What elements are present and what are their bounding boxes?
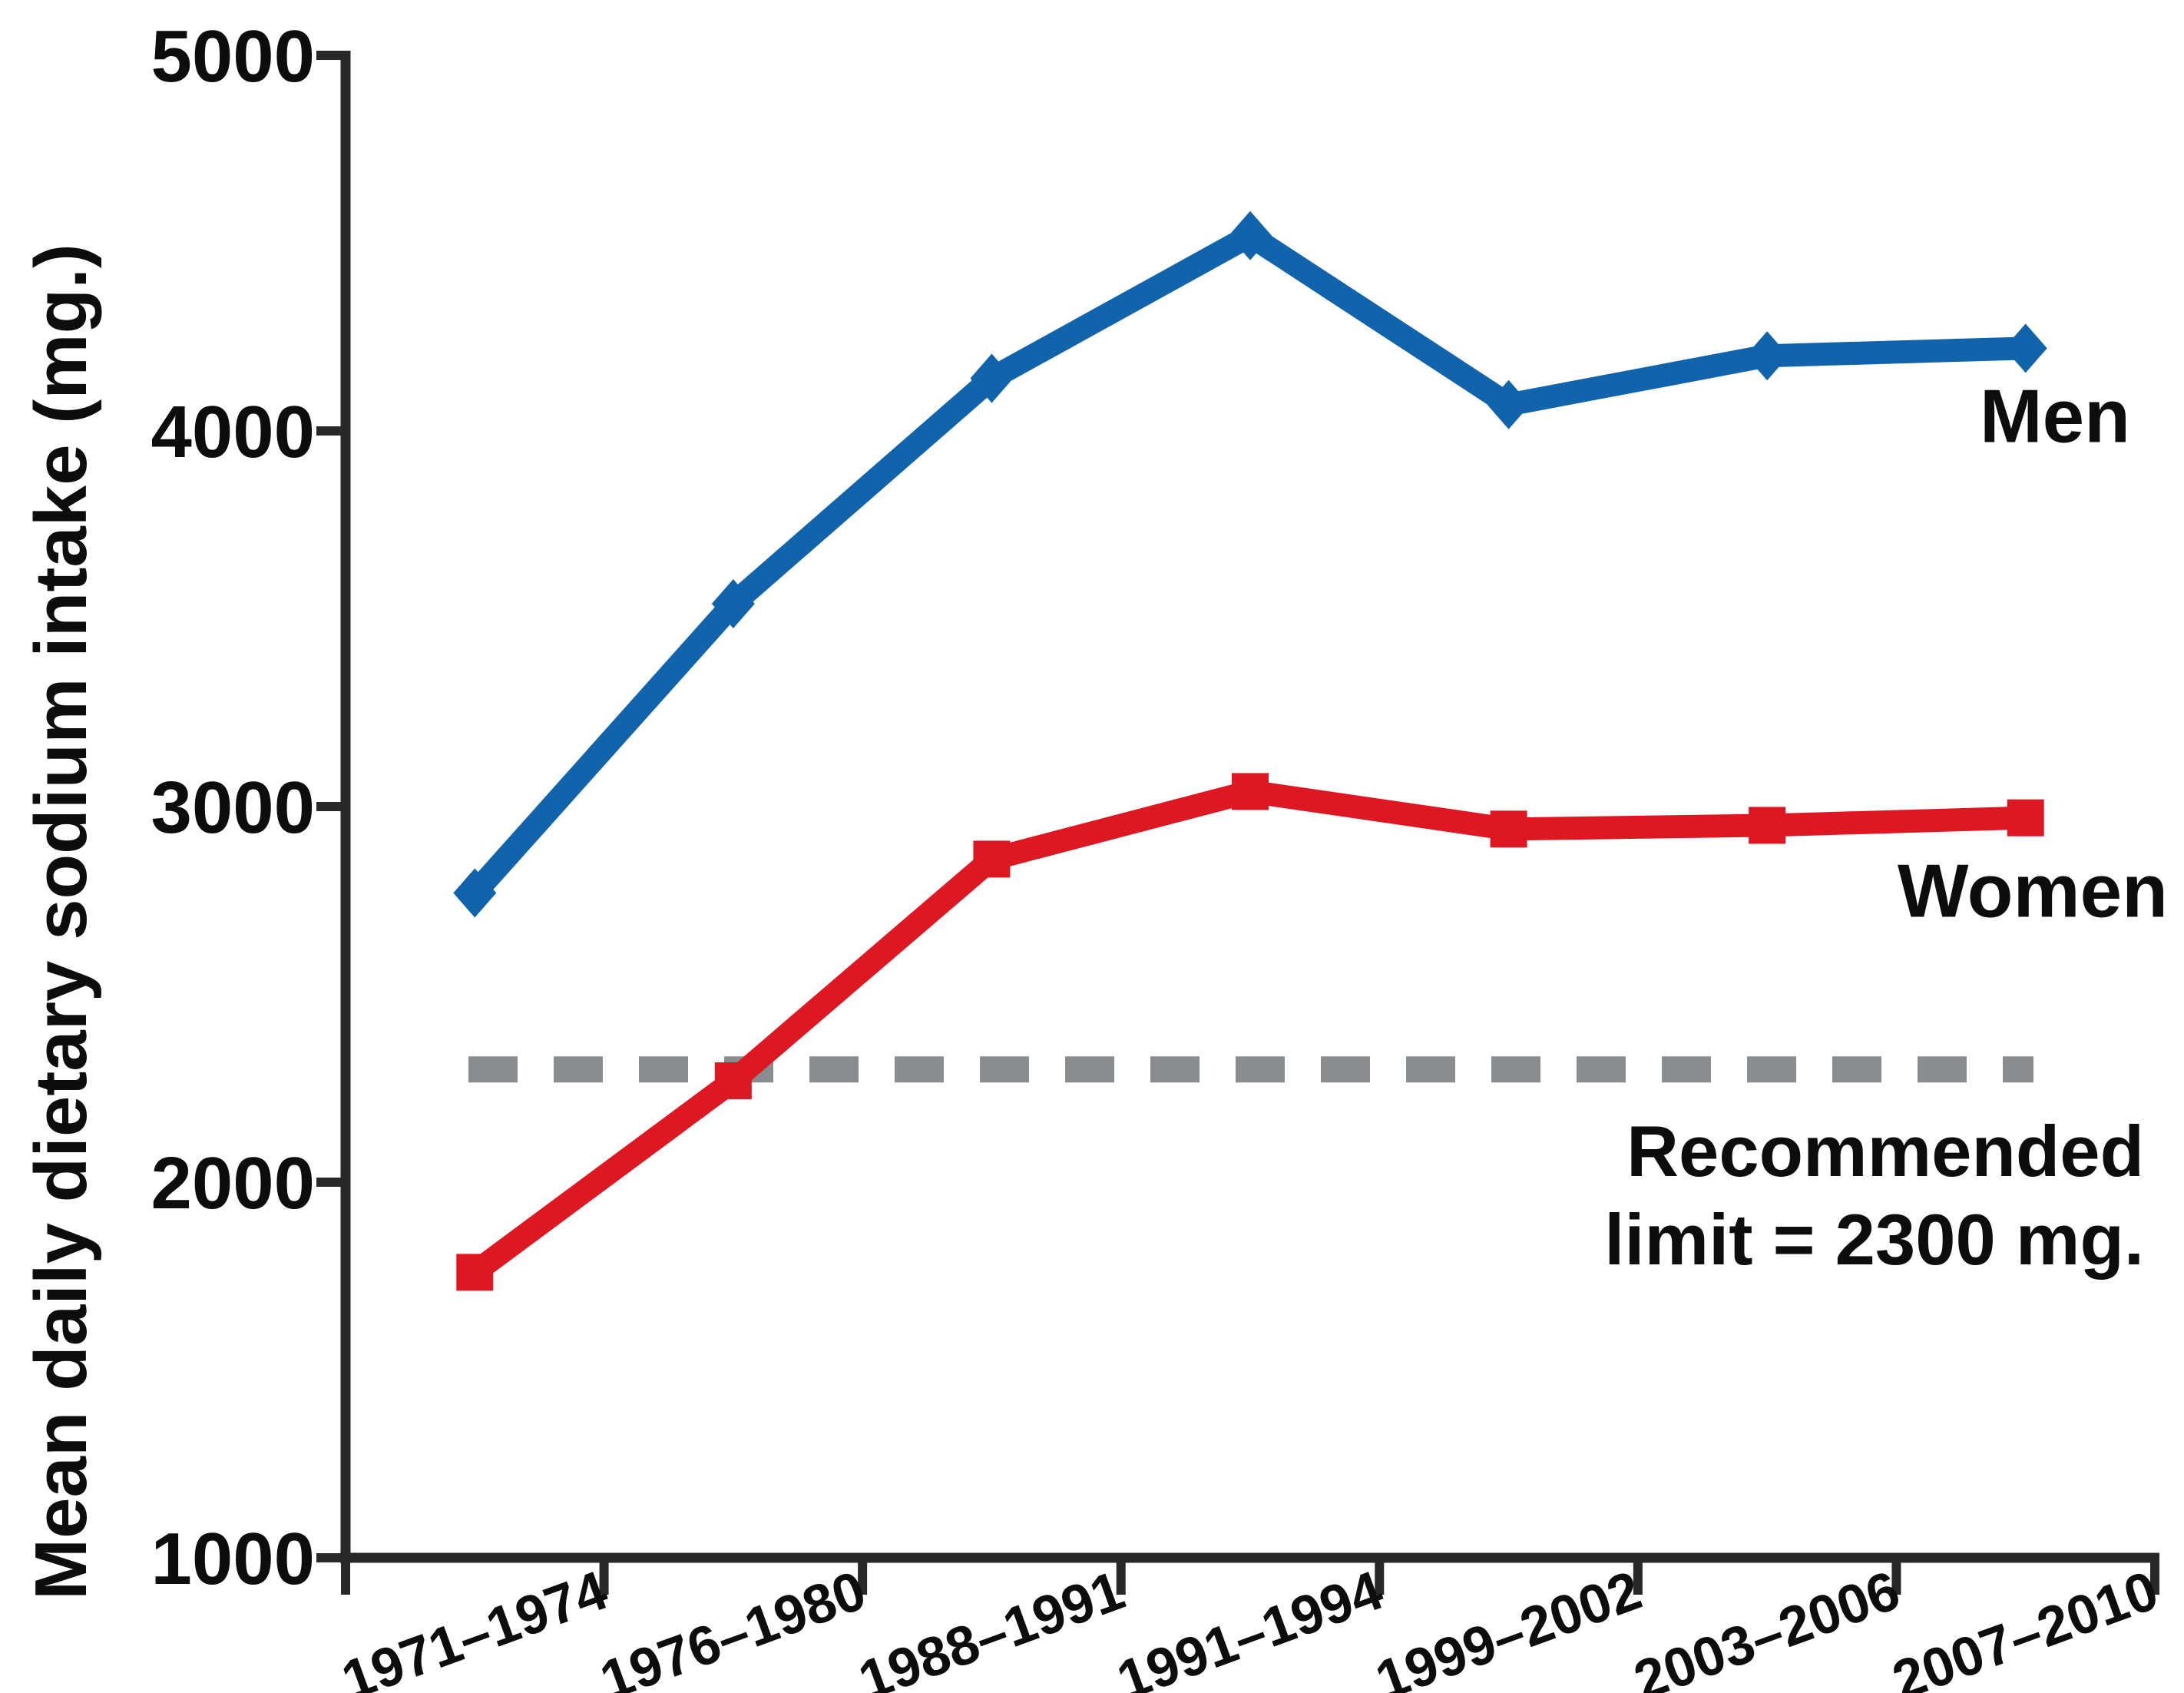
y-tick-label: 1000 [151, 1518, 315, 1600]
men-marker [453, 868, 497, 918]
x-tick-label: 1999–2002 [1368, 1559, 1649, 1693]
reference-line-label-line1: Recommended [1626, 1111, 2144, 1191]
series-label-men: Men [1980, 373, 2130, 459]
women-marker [456, 1254, 494, 1291]
x-tick-label: 1991–1994 [1110, 1559, 1391, 1693]
women-marker [973, 840, 1011, 878]
x-tick-label: 1976–1980 [593, 1559, 874, 1693]
series-label-women: Women [1897, 848, 2169, 933]
women-marker [2007, 799, 2044, 837]
x-tick-label: 2007–2010 [1885, 1559, 2166, 1693]
women-marker [1232, 773, 1269, 810]
y-tick-label: 3000 [151, 767, 315, 849]
men-marker [711, 578, 755, 628]
x-tick-label: 1988–1991 [851, 1559, 1132, 1693]
x-tick-label: 1971–1974 [334, 1559, 615, 1693]
men-marker [1746, 331, 1789, 381]
men-marker [1229, 210, 1272, 260]
women-marker [1749, 807, 1786, 844]
women-marker [1490, 810, 1527, 848]
reference-line-label-line2: limit = 2300 mg. [1604, 1198, 2144, 1280]
men-marker [970, 353, 1014, 403]
y-axis-title: Mean daily dietary sodium intake (mg.) [20, 244, 102, 1600]
men-marker [1487, 379, 1530, 429]
x-tick-label: 2003–2006 [1626, 1559, 1908, 1693]
y-tick-label: 4000 [151, 391, 315, 473]
reference-line-label: Recommended limit = 2300 mg. [1604, 1108, 2144, 1284]
women-marker [714, 1062, 752, 1099]
y-tick-label: 2000 [151, 1142, 315, 1224]
men-marker [2004, 323, 2047, 373]
y-tick-label: 5000 [151, 15, 315, 98]
